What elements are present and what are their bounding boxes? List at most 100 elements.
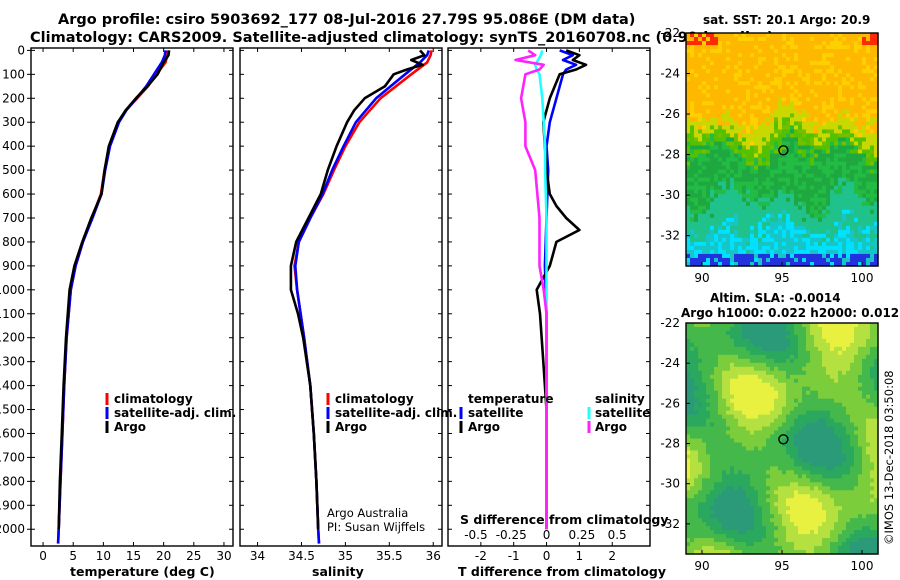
temperature-x-axis: 0 5 10 15 20 25 30 [39,48,232,563]
imos-stamp: ©IMOS 13-Dec-2018 03:50:08 [882,370,896,545]
sst-map-axes: 90 95 100 -22 -24 -26 -28 -30 -32 [660,26,873,285]
sst-map-title: sat. SST: 20.1 Argo: 20.9 [703,13,870,27]
x-tick-label: 1 [576,549,584,563]
x-tick-label: -1 [508,549,520,563]
s-diff-tick-label: 0.25 [568,528,595,542]
depth-tick-label: 1400 [0,379,25,393]
depth-tick-label: 0 [17,43,25,57]
map-lat-tick: -28 [660,437,680,451]
depth-tick-label: 1300 [0,355,25,369]
map-lat-tick: -24 [660,67,680,81]
legend-title-temperature: temperature [468,392,553,406]
depth-tick-label: 1500 [0,403,25,417]
x-tick-label: 0 [543,549,551,563]
map-lat-tick: -26 [660,396,680,410]
x-tick-label: 2 [608,549,616,563]
series-line [514,49,548,530]
depth-tick-label: 1000 [0,283,25,297]
x-tick-label: 15 [126,549,141,563]
map-lat-tick: -22 [660,26,680,40]
legend-title-salinity: salinity [595,392,645,406]
depth-tick-label: 900 [2,259,25,273]
map-lon-tick: 90 [694,271,709,285]
depth-tick-label: 200 [2,91,25,105]
series-line [57,50,171,530]
legend-s-satellite: satellite [595,406,650,420]
map-lon-tick: 90 [694,559,709,573]
temperature-legend: climatology satellite-adj. clim. Argo [105,392,236,434]
sla-map-title-2: Argo h1000: 0.022 h2000: 0.012 [681,306,899,320]
temperature-panel [30,47,234,547]
depth-tick-label: 500 [2,163,25,177]
argo-location-marker [778,434,789,445]
sla-map-axes: 90 95 100 -22 -24 -26 -28 -30 -32 [660,316,873,573]
s-diff-tick-label: -0.25 [496,528,527,542]
x-tick-label: 5 [69,549,77,563]
x-tick-label: 35 [338,549,353,563]
x-tick-label: 34.5 [288,549,315,563]
map-lat-tick: -32 [660,229,680,243]
x-tick-label: 36 [426,549,441,563]
legend-argo: Argo [335,420,367,434]
map-lat-tick: -30 [660,188,680,202]
depth-tick-label: 2000 [0,522,25,536]
depth-tick-label: 300 [2,115,25,129]
map-lon-tick: 95 [774,271,789,285]
depth-tick-label: 1900 [0,498,25,512]
series-line [289,49,426,530]
sla-map [686,323,879,555]
depth-tick-label: 1100 [0,307,25,321]
difference-legend-temperature: temperature satellite Argo [459,392,553,434]
s-diff-tick-label: 0.5 [608,528,627,542]
sst-map [686,33,879,267]
argo-location-marker [778,145,789,156]
difference-top-label: S difference from climatology [460,512,669,527]
map-lat-tick: -28 [660,148,680,162]
legend-climatology: climatology [114,392,193,406]
legend-t-satellite: satellite [468,406,523,420]
salinity-x-axis: 34 34.5 35 35.5 36 [250,48,441,563]
temperature-xlabel: temperature (deg C) [70,564,215,579]
x-tick-label: -2 [475,549,487,563]
salinity-legend: climatology satellite-adj. clim. Argo [326,392,457,434]
x-tick-label: 0 [39,549,47,563]
depth-tick-label: 400 [2,139,25,153]
map-lat-tick: -32 [660,517,680,531]
legend-argo: Argo [114,420,146,434]
depth-tick-label: 800 [2,235,25,249]
map-lat-tick: -22 [660,316,680,330]
x-tick-label: 35.5 [376,549,403,563]
legend-s-argo: Argo [595,420,627,434]
map-lat-tick: -30 [660,477,680,491]
salinity-panel [239,47,443,547]
temperature-series [56,50,171,544]
map-lat-tick: -26 [660,107,680,121]
x-tick-label: 25 [186,549,201,563]
x-tick-label: 34 [250,549,265,563]
s-diff-tick-label: -0.5 [464,528,487,542]
credit-line-1: Argo Australia [327,506,408,520]
map-lon-tick: 100 [851,271,874,285]
x-tick-label: 30 [216,549,231,563]
legend-t-argo: Argo [468,420,500,434]
depth-tick-label: 1600 [0,426,25,440]
difference-series [514,49,588,530]
depth-axis: 0 100 200 300 400 500 600 700 800 900 1000 1100 1200… [0,43,650,536]
legend-satellite: satellite-adj. clim. [114,406,236,420]
map-lon-tick: 100 [851,559,874,573]
depth-tick-label: 1800 [0,474,25,488]
depth-tick-label: 100 [2,67,25,81]
page-subtitle: Climatology: CARS2009. Satellite-adjuste… [30,30,774,46]
difference-xlabel: T difference from climatology [458,564,666,579]
difference-x-axis: -2 -1 0 1 2 [475,48,616,563]
depth-tick-label: 600 [2,187,25,201]
x-tick-label: 20 [156,549,171,563]
page-title: Argo profile: csiro 5903692_177 08-Jul-2… [58,12,636,28]
depth-tick-label: 1200 [0,331,25,345]
credit-line-2: PI: Susan Wijffels [327,520,425,534]
s-diff-tick-label: 0 [543,528,551,542]
depth-tick-label: 700 [2,211,25,225]
salinity-xlabel: salinity [312,564,364,579]
salinity-series [289,49,433,544]
